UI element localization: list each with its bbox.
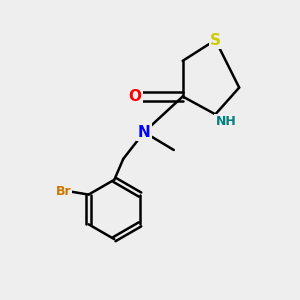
Text: S: S: [210, 32, 221, 47]
Text: NH: NH: [215, 115, 236, 128]
Text: O: O: [129, 89, 142, 104]
Text: N: N: [138, 125, 150, 140]
Text: Br: Br: [56, 185, 71, 198]
